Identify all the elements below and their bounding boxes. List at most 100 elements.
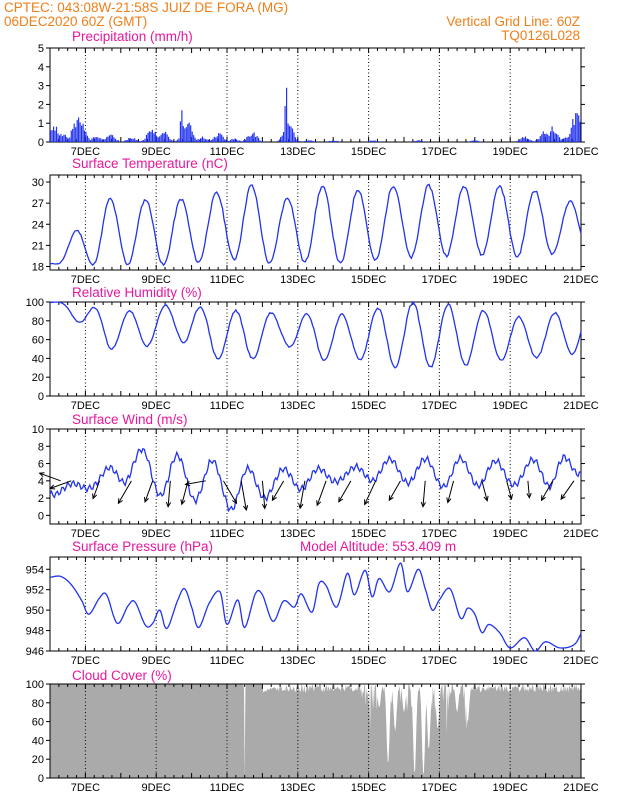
y-tick-label: 27: [32, 198, 44, 210]
wind-vector: [316, 480, 327, 506]
wind-vector-head: [49, 484, 56, 490]
y-tick-label: 0: [38, 773, 44, 785]
x-tick-label: 7DEC: [71, 528, 100, 540]
precip-bar: [232, 139, 235, 142]
humidity-panel: 0 20 40 60 80 100 7DEC 9DEC 11DEC 13DEC 15DEC 17DEC…: [26, 297, 599, 412]
wind-vector-head: [165, 501, 172, 508]
precip-bar: [225, 139, 227, 142]
x-tick-label: 7DEC: [71, 782, 100, 794]
precip-bar: [420, 140, 422, 142]
precip-bar: [243, 140, 245, 142]
precip-bar: [107, 136, 109, 142]
precip-bar: [86, 135, 89, 142]
y-tick-label: 0: [38, 391, 44, 403]
precip-bar: [371, 140, 373, 142]
wind-speed-line: [49, 447, 582, 513]
precip-bar: [421, 140, 423, 142]
y-tick-label: 80: [32, 316, 44, 328]
x-tick-label: 21DEC: [563, 655, 599, 667]
precip-bar: [414, 141, 416, 142]
y-tick-label: 60: [32, 717, 44, 729]
wind-vector-head: [364, 499, 369, 506]
precip-bar: [109, 135, 111, 142]
precip-bar: [224, 139, 226, 142]
temperature-line: [49, 183, 582, 267]
precip-bar: [66, 137, 68, 142]
precip-bar: [58, 135, 61, 142]
header-model-code: TQ0126L028: [501, 28, 580, 43]
precip-bar: [209, 140, 211, 142]
y-tick-label: 952: [26, 585, 44, 597]
precip-bar: [159, 136, 161, 142]
precip-bar: [184, 128, 186, 142]
y-tick-label: 30: [32, 177, 44, 189]
pressure-title: Surface Pressure (hPa): [72, 539, 213, 554]
precip-bar: [126, 140, 128, 142]
precip-bar: [259, 140, 261, 142]
precip-bar: [210, 140, 212, 142]
precip-bar: [150, 131, 152, 142]
precip-bar: [89, 140, 91, 142]
precip-bar: [148, 131, 150, 142]
wind-panel: 0 2 4 6 8 10 7DEC 9DEC 11DEC 13DEC 15DEC 17DEC 19DEC…: [32, 424, 599, 540]
precip-bar: [247, 136, 249, 142]
precip-bar: [98, 138, 100, 142]
precip-bar: [287, 123, 289, 142]
x-tick-label: 9DEC: [142, 655, 171, 667]
precip-bar: [470, 140, 472, 142]
precip-bar: [260, 141, 263, 142]
precip-bar: [337, 141, 339, 142]
precip-bar: [473, 140, 475, 142]
precip-bar: [50, 130, 52, 142]
precip-bar: [417, 140, 419, 142]
precip-bar: [305, 140, 307, 142]
precip-bar: [176, 139, 178, 142]
precip-bar: [110, 134, 112, 142]
precip-bar: [523, 137, 525, 142]
header-location: CPTEC: 043:08W-21:58S JUIZ DE FORA (MG): [4, 0, 288, 15]
precip-bar: [293, 132, 295, 142]
precip-bar: [64, 134, 66, 142]
precip-bar: [203, 138, 205, 142]
precip-bar: [250, 135, 252, 142]
x-tick-label: 13DEC: [280, 274, 316, 286]
x-tick-label: 19DEC: [492, 274, 528, 286]
precip-bar: [213, 136, 215, 142]
wind-vector: [422, 480, 426, 507]
precip-bar: [519, 140, 521, 142]
precip-bar: [311, 140, 313, 142]
precip-bar: [554, 133, 556, 142]
x-tick-label: 19DEC: [492, 400, 528, 412]
precip-bar: [339, 141, 341, 142]
y-tick-label: 946: [26, 646, 44, 658]
precip-bar: [553, 131, 555, 142]
wind-vector-head: [316, 500, 322, 507]
temperature-panel: 18 21 24 27 30 7DEC 9DEC 11DEC 13DEC 15DEC 17DEC 19…: [32, 174, 599, 286]
wind-vector-head: [420, 501, 426, 508]
precip-bar: [312, 140, 314, 142]
precip-bar: [480, 141, 482, 142]
y-tick-label: 10: [32, 424, 44, 436]
wind-vector: [271, 480, 285, 501]
x-tick-label: 9DEC: [142, 146, 171, 158]
precip-bar: [231, 139, 233, 142]
pressure-line: [49, 562, 582, 652]
precip-bar: [60, 134, 62, 142]
precip-bar: [103, 139, 105, 142]
precip-bar: [330, 141, 332, 142]
wind-vector: [541, 480, 554, 501]
precip-bar: [83, 130, 86, 142]
precip-bar: [222, 136, 224, 142]
x-tick-label: 21DEC: [563, 400, 599, 412]
y-tick-label: 4: [38, 476, 44, 488]
precip-bar: [194, 137, 196, 142]
precip-bar: [538, 139, 540, 142]
precip-bar: [415, 140, 417, 142]
x-tick-label: 17DEC: [422, 655, 458, 667]
x-tick-label: 17DEC: [422, 274, 458, 286]
precip-bar: [199, 139, 201, 142]
precip-bar: [215, 137, 217, 142]
precip-bar: [256, 136, 258, 142]
precip-bar: [67, 138, 69, 142]
